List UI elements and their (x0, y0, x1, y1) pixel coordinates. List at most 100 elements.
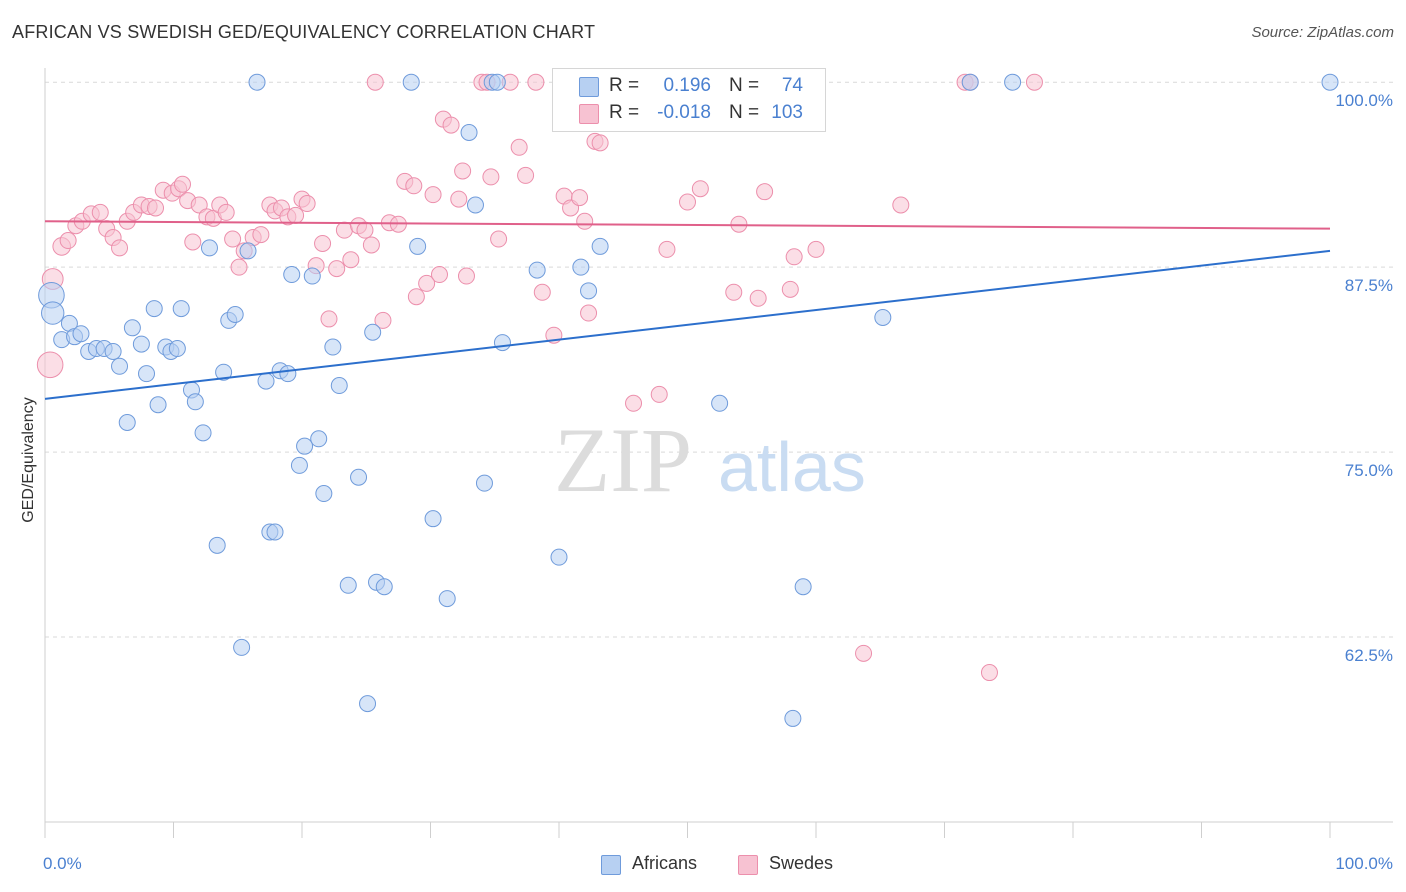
swedes-point (533, 283, 551, 301)
africans-point (233, 638, 251, 656)
africans-point (111, 357, 129, 375)
africans-points (38, 73, 1339, 727)
africans-point (149, 396, 167, 414)
swedes-point (576, 212, 594, 230)
africans-point (283, 266, 301, 284)
swedes-point (650, 385, 668, 403)
africans-point (359, 695, 377, 713)
africans-point (118, 414, 136, 432)
trend-lines (44, 220, 1331, 400)
swedes-points (36, 73, 1043, 682)
africans-point (215, 363, 233, 381)
africans-point (186, 393, 204, 411)
swedes-point (527, 73, 545, 91)
bottom-legend-swatch-swedes (738, 855, 758, 875)
swedes-point (362, 236, 380, 254)
africans-point (580, 282, 598, 300)
africans-point (550, 548, 568, 566)
swedes-point (625, 394, 643, 412)
swedes-point (217, 203, 235, 221)
swedes-point (442, 116, 460, 134)
africans-point (961, 73, 979, 91)
swedes-point (730, 215, 748, 233)
swedes-point (679, 193, 696, 211)
africans-point (172, 300, 190, 318)
x-tick-label: 0.0% (43, 854, 82, 873)
swedes-point (424, 186, 442, 204)
swedes-point (450, 190, 468, 208)
swedes-point (287, 206, 305, 224)
africans-point (200, 239, 218, 257)
swedes-point (807, 240, 825, 258)
swedes-point (892, 196, 910, 214)
swedes-point (1025, 73, 1043, 91)
africans-point (310, 430, 328, 448)
africans-point (874, 308, 892, 326)
africans-point (488, 73, 506, 91)
swedes-point (342, 251, 360, 269)
africans-point (350, 468, 368, 486)
africans-point (409, 237, 427, 255)
africans-point (226, 305, 244, 323)
africans-point (460, 124, 478, 142)
bottom-legend-swedes: Swedes (769, 853, 834, 873)
swedes-point (749, 289, 767, 307)
africans-point (168, 340, 186, 358)
africans-point (194, 424, 212, 442)
legend-africans-r-value: 0.196 (663, 75, 711, 96)
swedes-point (407, 288, 425, 306)
africans-point (296, 437, 314, 455)
africans-point (424, 510, 442, 528)
swedes-point (298, 195, 316, 213)
africans-point (438, 590, 456, 608)
swedes-point (725, 283, 743, 301)
swedes-point (756, 183, 774, 201)
swedes-point (190, 196, 208, 214)
source-label: Source: ZipAtlas.com (1251, 24, 1394, 41)
africans-point (1004, 73, 1022, 91)
africans-point (784, 709, 802, 727)
africans-point (339, 576, 357, 594)
africans-point (248, 73, 266, 91)
swedes-point (356, 221, 374, 239)
x-tick-label: 100.0% (1335, 854, 1393, 873)
legend-swatch-swedes (579, 104, 599, 124)
swedes-point (224, 230, 242, 248)
swedes-point (59, 232, 77, 250)
africans-point (493, 334, 511, 352)
legend-swedes-r-value: -0.018 (657, 102, 711, 123)
swedes-point (510, 138, 528, 156)
africans-point (303, 267, 321, 285)
africans-point (72, 325, 90, 343)
africans-point (324, 338, 342, 356)
africans-point (208, 536, 226, 554)
bottom-legend-africans: Africans (632, 853, 698, 873)
legend-swedes-n-label: N = (729, 102, 760, 123)
africans-point (279, 365, 297, 383)
africans-point (466, 196, 484, 214)
swedes-point (781, 280, 799, 298)
swedes-point (482, 168, 500, 186)
africans-point (475, 474, 493, 492)
swedes-trend-line (44, 220, 1331, 230)
swedes-point (430, 266, 448, 284)
africans-point (145, 300, 163, 318)
swedes-point (230, 258, 248, 276)
axes (44, 68, 1393, 838)
swedes-point (366, 73, 384, 91)
swedes-point (785, 248, 803, 266)
legend-africans-n-label: N = (729, 75, 760, 96)
africans-point (591, 237, 609, 255)
africans-point (794, 578, 812, 596)
africans-point (315, 485, 333, 503)
africans-point (257, 372, 275, 390)
swedes-point (454, 162, 472, 180)
swedes-point (147, 199, 165, 217)
swedes-point (418, 274, 436, 292)
y-tick-label: 62.5% (1345, 646, 1393, 665)
swedes-point (36, 351, 64, 379)
y-tick-label: 87.5% (1345, 276, 1393, 295)
swedes-point (580, 304, 598, 322)
swedes-point (490, 230, 508, 248)
swedes-point (591, 134, 609, 152)
